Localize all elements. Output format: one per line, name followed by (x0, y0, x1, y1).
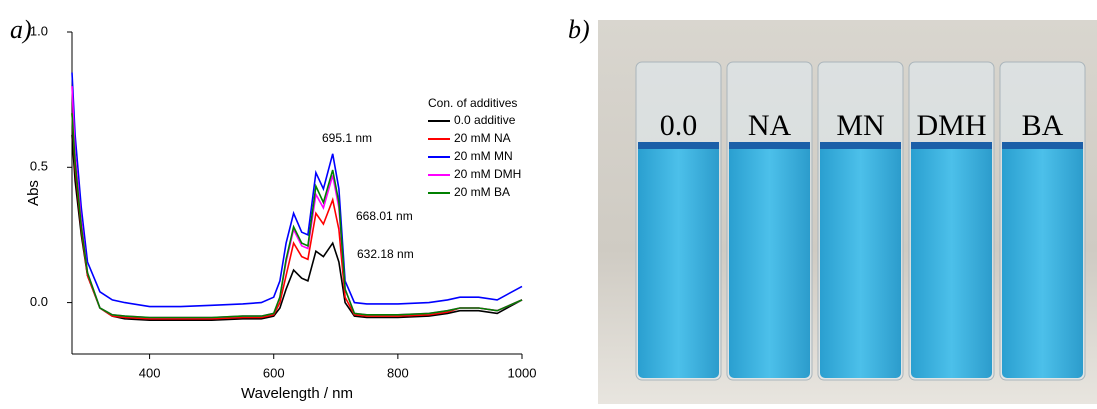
vial-meniscus (638, 142, 719, 149)
vial-meniscus (729, 142, 810, 149)
vial-liquid (820, 142, 901, 378)
y-axis-label: Abs (25, 180, 42, 206)
vial-meniscus (820, 142, 901, 149)
line-series (71, 113, 523, 320)
vial-label: BA (1022, 109, 1064, 142)
legend-label: 0.0 additive (454, 113, 516, 127)
legend-label: 20 mM MN (454, 149, 513, 163)
panel-label: a) (10, 15, 32, 44)
annotation: 695.1 nm (322, 131, 372, 145)
vial-liquid (911, 142, 992, 378)
x-tick-label: 1000 (508, 365, 537, 380)
vial-liquid (638, 142, 719, 378)
vial-label: 0.0 (660, 109, 698, 142)
vial-label: MN (836, 109, 884, 142)
y-tick-label: 0.0 (30, 294, 48, 309)
legend-title: Con. of additives (428, 96, 517, 110)
line-series (71, 72, 523, 308)
vial-liquid (729, 142, 810, 378)
annotation: 668.01 nm (356, 209, 413, 223)
x-tick-label: 400 (139, 365, 161, 380)
vial-meniscus (911, 142, 992, 149)
y-tick-label: 1.0 (30, 23, 48, 38)
vial-liquid (1002, 142, 1083, 378)
vial-label: DMH (916, 109, 986, 142)
panel-label: b) (568, 15, 590, 44)
vial-meniscus (1002, 142, 1083, 149)
x-axis-label: Wavelength / nm (241, 385, 353, 402)
line-series (71, 113, 523, 319)
photo: b) 0.0 NA MN DMH BA (568, 15, 1097, 404)
legend-label: 20 mM DMH (454, 167, 521, 181)
legend-label: 20 mM BA (454, 185, 510, 199)
annotation: 632.18 nm (357, 247, 414, 261)
vial-label: NA (748, 109, 792, 142)
y-tick-label: 0.5 (30, 159, 48, 174)
x-tick-label: 600 (263, 365, 285, 380)
legend-label: 20 mM NA (454, 131, 511, 145)
x-tick-label: 800 (387, 365, 409, 380)
